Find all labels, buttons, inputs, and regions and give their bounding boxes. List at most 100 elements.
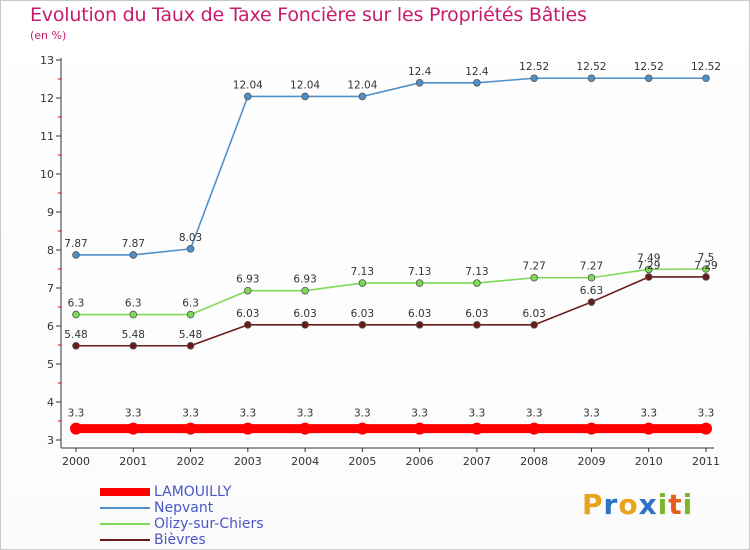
y-tick-label: 7 xyxy=(47,282,54,295)
data-label: 3.3 xyxy=(469,408,486,420)
x-tick-label: 2008 xyxy=(520,455,548,468)
series-line xyxy=(76,268,707,316)
logo-letter: i xyxy=(682,488,694,521)
data-point xyxy=(702,273,710,281)
y-tick-label: 9 xyxy=(47,206,54,219)
series-bi-vres: 5.48 5.48 5.48 6.03 6.03 6.03 6.03 6.03 6.03 6.63… xyxy=(64,260,718,350)
data-label: 3.3 xyxy=(411,408,428,420)
data-label: 7.29 xyxy=(637,260,660,272)
logo-letter: t xyxy=(668,488,683,521)
x-tick-label: 2011 xyxy=(692,455,720,468)
data-point xyxy=(299,422,312,435)
data-label: 7.87 xyxy=(64,238,87,250)
y-tick-label: 13 xyxy=(40,54,54,67)
data-point xyxy=(301,92,309,101)
data-point xyxy=(129,251,138,259)
data-label: 7.27 xyxy=(580,261,603,273)
data-point xyxy=(72,251,80,259)
data-label: 8.03 xyxy=(179,232,202,244)
data-point xyxy=(358,321,367,329)
data-point xyxy=(356,422,369,435)
data-point xyxy=(186,245,195,253)
data-point xyxy=(301,286,309,295)
data-label: 12.52 xyxy=(519,61,549,73)
legend-swatch xyxy=(100,523,150,525)
data-point xyxy=(244,92,252,101)
data-point xyxy=(244,286,252,295)
data-point xyxy=(241,422,254,435)
data-point xyxy=(129,310,138,319)
data-label: 6.63 xyxy=(580,285,603,297)
data-label: 6.03 xyxy=(351,308,374,320)
data-point xyxy=(587,298,596,306)
data-label: 3.3 xyxy=(68,408,85,420)
data-label: 12.4 xyxy=(465,66,489,78)
legend-swatch xyxy=(100,507,150,509)
x-tick-label: 2007 xyxy=(463,455,491,468)
x-tick-label: 2001 xyxy=(119,455,147,468)
data-point xyxy=(700,422,712,435)
data-label: 7.13 xyxy=(351,266,374,278)
data-point xyxy=(415,321,424,329)
data-label: 12.52 xyxy=(634,61,664,73)
series-line xyxy=(76,276,706,347)
data-point xyxy=(186,310,195,319)
data-label: 6.93 xyxy=(236,274,259,286)
logo-letter: r xyxy=(603,488,619,521)
data-label: 6.03 xyxy=(236,308,259,320)
data-point xyxy=(585,422,598,435)
data-label: 6.03 xyxy=(408,308,431,320)
data-point xyxy=(186,341,195,350)
data-point xyxy=(530,321,538,329)
data-point xyxy=(702,265,710,273)
chart-svg: 3 4 5 6 7 8 9 10 11 12 13 2000 2001 2002 2003 2004 2005 2… xyxy=(40,54,721,468)
data-point xyxy=(70,422,82,435)
data-point xyxy=(184,422,197,435)
data-point xyxy=(587,74,596,83)
legend-label: LAMOUILLY xyxy=(154,484,232,500)
logo-letter: x xyxy=(638,488,658,521)
data-point xyxy=(702,74,710,83)
x-tick-label: 2006 xyxy=(406,455,434,468)
data-label: 5.48 xyxy=(64,329,87,341)
legend-label: Bièvres xyxy=(154,532,206,548)
x-tick-label: 2004 xyxy=(291,455,319,468)
chart-title: Evolution du Taux de Taxe Foncière sur l… xyxy=(30,4,587,26)
data-label: 5.48 xyxy=(122,329,145,341)
data-label: 6.93 xyxy=(293,274,316,286)
data-label: 3.3 xyxy=(526,408,543,420)
data-point xyxy=(587,273,596,282)
data-label: 3.3 xyxy=(297,408,314,420)
y-tick-label: 6 xyxy=(47,320,54,333)
legend-swatch xyxy=(100,539,150,541)
data-point xyxy=(129,341,138,350)
data-label: 7.49 xyxy=(637,252,660,264)
data-point xyxy=(528,422,541,435)
data-point xyxy=(358,279,367,287)
x-tick-label: 2000 xyxy=(62,455,90,468)
data-point xyxy=(244,321,252,329)
data-point xyxy=(473,279,481,287)
series-line xyxy=(76,77,706,256)
x-tick-label: 2005 xyxy=(348,455,376,468)
data-point xyxy=(530,273,538,282)
data-label: 12.04 xyxy=(290,79,320,91)
data-label: 3.3 xyxy=(354,408,371,420)
y-tick-label: 12 xyxy=(40,92,54,105)
data-label: 3.3 xyxy=(583,408,600,420)
data-label: 6.3 xyxy=(182,298,199,310)
data-label: 7.13 xyxy=(465,266,488,278)
x-tick-label: 2003 xyxy=(234,455,262,468)
data-label: 7.27 xyxy=(522,261,545,273)
data-label: 12.52 xyxy=(576,61,606,73)
data-label: 7.5 xyxy=(698,252,715,264)
logo-letter: i xyxy=(657,488,669,521)
data-point xyxy=(413,422,426,435)
data-point xyxy=(644,74,653,83)
data-point xyxy=(358,92,367,101)
data-label: 6.3 xyxy=(68,298,85,310)
y-tick-label: 10 xyxy=(40,168,54,181)
series-olizy-sur-chiers: 6.3 6.3 6.3 6.93 6.93 7.13 7.13 7.13 7.27 7.27 7.4… xyxy=(68,252,715,319)
proxiti-logo: Proxiti xyxy=(582,488,693,521)
data-point xyxy=(470,422,483,435)
